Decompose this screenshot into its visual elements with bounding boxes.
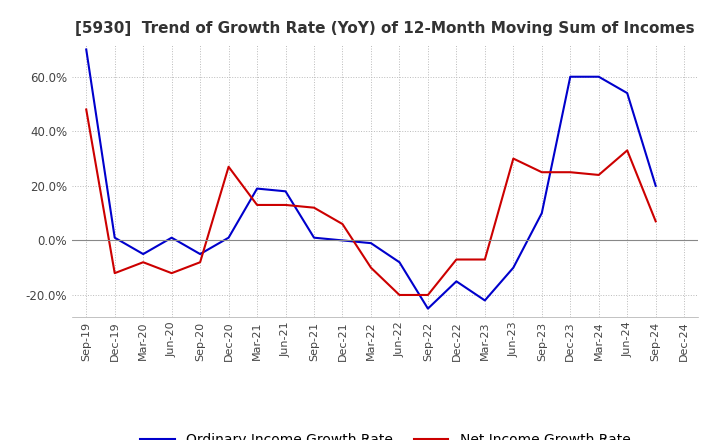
Net Income Growth Rate xyxy=(82,107,91,112)
Net Income Growth Rate xyxy=(537,169,546,175)
Ordinary Income Growth Rate xyxy=(139,251,148,257)
Ordinary Income Growth Rate xyxy=(623,91,631,96)
Net Income Growth Rate xyxy=(652,219,660,224)
Line: Net Income Growth Rate: Net Income Growth Rate xyxy=(86,110,656,295)
Net Income Growth Rate xyxy=(566,169,575,175)
Net Income Growth Rate xyxy=(452,257,461,262)
Net Income Growth Rate xyxy=(595,172,603,178)
Title: [5930]  Trend of Growth Rate (YoY) of 12-Month Moving Sum of Incomes: [5930] Trend of Growth Rate (YoY) of 12-… xyxy=(76,21,695,36)
Ordinary Income Growth Rate xyxy=(110,235,119,240)
Ordinary Income Growth Rate xyxy=(310,235,318,240)
Ordinary Income Growth Rate xyxy=(366,241,375,246)
Ordinary Income Growth Rate xyxy=(423,306,432,311)
Ordinary Income Growth Rate xyxy=(509,265,518,270)
Ordinary Income Growth Rate xyxy=(282,189,290,194)
Net Income Growth Rate xyxy=(480,257,489,262)
Ordinary Income Growth Rate xyxy=(338,238,347,243)
Ordinary Income Growth Rate xyxy=(196,251,204,257)
Net Income Growth Rate xyxy=(167,271,176,276)
Net Income Growth Rate xyxy=(366,265,375,270)
Ordinary Income Growth Rate xyxy=(537,210,546,216)
Net Income Growth Rate xyxy=(110,271,119,276)
Net Income Growth Rate xyxy=(196,260,204,265)
Ordinary Income Growth Rate xyxy=(167,235,176,240)
Ordinary Income Growth Rate xyxy=(82,47,91,52)
Ordinary Income Growth Rate xyxy=(253,186,261,191)
Net Income Growth Rate xyxy=(253,202,261,208)
Net Income Growth Rate xyxy=(423,292,432,297)
Net Income Growth Rate xyxy=(623,148,631,153)
Ordinary Income Growth Rate xyxy=(452,279,461,284)
Ordinary Income Growth Rate xyxy=(395,260,404,265)
Net Income Growth Rate xyxy=(282,202,290,208)
Ordinary Income Growth Rate xyxy=(652,183,660,188)
Net Income Growth Rate xyxy=(338,221,347,227)
Net Income Growth Rate xyxy=(509,156,518,161)
Ordinary Income Growth Rate xyxy=(225,235,233,240)
Ordinary Income Growth Rate xyxy=(566,74,575,79)
Ordinary Income Growth Rate xyxy=(595,74,603,79)
Net Income Growth Rate xyxy=(310,205,318,210)
Net Income Growth Rate xyxy=(225,164,233,169)
Net Income Growth Rate xyxy=(395,292,404,297)
Net Income Growth Rate xyxy=(139,260,148,265)
Line: Ordinary Income Growth Rate: Ordinary Income Growth Rate xyxy=(86,49,656,308)
Ordinary Income Growth Rate xyxy=(480,298,489,303)
Legend: Ordinary Income Growth Rate, Net Income Growth Rate: Ordinary Income Growth Rate, Net Income … xyxy=(135,427,636,440)
